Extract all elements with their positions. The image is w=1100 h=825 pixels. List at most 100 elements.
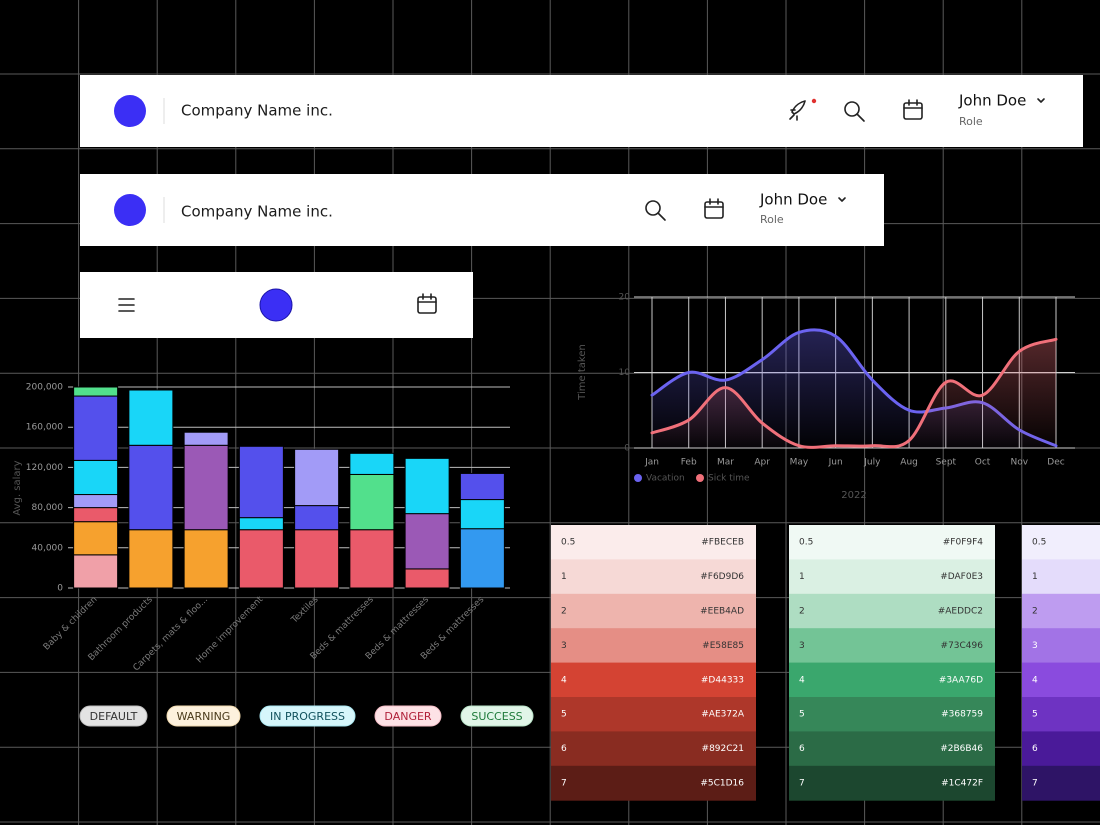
swatch-hex: #5C1D16: [700, 779, 744, 789]
y-tick-label: 40,000: [32, 543, 64, 553]
swatch-step: 7: [561, 779, 567, 789]
swatch-step: 6: [799, 744, 805, 754]
swatch: [1022, 731, 1100, 767]
user-role: Role: [959, 115, 983, 128]
x-tick-label: Jan: [644, 458, 659, 468]
swatch: [551, 559, 756, 595]
bar-segment: [238, 529, 284, 589]
chevron[interactable]: [1037, 98, 1045, 103]
badge: [259, 705, 356, 727]
swatch-step: 7: [799, 779, 805, 789]
legend-marker: [696, 474, 704, 482]
bar-segment: [459, 472, 505, 501]
logo[interactable]: [114, 194, 146, 226]
user-name[interactable]: John Doe: [958, 92, 1026, 110]
calendar-icon[interactable]: [704, 198, 724, 219]
calendar-icon[interactable]: [417, 293, 437, 314]
badge-label: SUCCESS: [471, 710, 522, 723]
bar-segment: [183, 431, 229, 446]
swatch: [551, 697, 756, 732]
x-tick-label: Dec: [1047, 458, 1064, 468]
legend-label: Sick time: [708, 474, 750, 484]
x-tick-label: Aug: [900, 458, 918, 468]
swatch: [789, 593, 995, 629]
bar-segment: [404, 457, 450, 515]
swatch: [1022, 525, 1100, 560]
badge-label: DANGER: [384, 710, 432, 723]
swatch: [789, 628, 995, 664]
bar-segment: [404, 513, 450, 570]
x-tick-label: Feb: [681, 458, 697, 468]
bar-segment: [349, 529, 395, 589]
bar-segment: [349, 452, 395, 475]
swatch-hex: #F6D9D6: [700, 572, 744, 582]
swatch: [789, 765, 995, 801]
swatch-hex: #73C496: [941, 641, 984, 651]
y-tick-label: 160,000: [26, 423, 63, 433]
swatch-step: 3: [561, 641, 567, 651]
bar-segment: [294, 505, 340, 531]
header-tablet: Company Name inc. John Doe Role: [80, 174, 884, 246]
swatch: [551, 525, 756, 560]
logo[interactable]: [114, 95, 146, 127]
swatch: [789, 559, 995, 595]
bar-segment: [459, 528, 505, 589]
swatch: [1022, 559, 1100, 595]
swatch: [551, 765, 756, 801]
badge-label: IN PROGRESS: [270, 710, 345, 723]
badge: [460, 705, 534, 727]
search-icon[interactable]: [844, 101, 865, 122]
swatch-step: 3: [799, 641, 805, 651]
bar-segment: [73, 395, 119, 461]
swatch-step: 4: [799, 675, 805, 685]
swatch-hex: #892C21: [702, 744, 744, 754]
swatch-hex: #1C472F: [941, 779, 983, 789]
x-tick-label: Nov: [1010, 458, 1028, 468]
bar-segment: [73, 459, 119, 496]
swatch: [1022, 765, 1100, 801]
swatch: [1022, 593, 1100, 629]
swatch-hex: #2B6B46: [940, 744, 983, 754]
swatch-hex: #EEB4AD: [700, 607, 744, 617]
bar-segment: [73, 554, 119, 589]
search-icon[interactable]: [645, 200, 666, 221]
y-axis-title: Avg. salary: [12, 460, 23, 515]
chevron[interactable]: [838, 197, 846, 202]
swatch: [1022, 628, 1100, 664]
swatch: [789, 697, 995, 732]
rocket-icon[interactable]: [789, 98, 817, 121]
user-name[interactable]: John Doe: [759, 191, 827, 209]
swatch-hex: #3AA76D: [939, 675, 983, 685]
x-tick-label: July: [863, 458, 881, 468]
calendar-icon[interactable]: [903, 99, 923, 120]
bar-segment: [73, 386, 119, 397]
swatch: [551, 628, 756, 664]
y-tick-label: 80,000: [32, 503, 64, 513]
bar-segment: [73, 521, 119, 556]
bar-segment: [459, 499, 505, 530]
header-desktop: Company Name inc. John Doe Role: [80, 75, 1083, 147]
logo[interactable]: [259, 288, 293, 322]
x-tick-label: Sept: [936, 458, 957, 468]
swatch-step: 1: [1032, 572, 1038, 582]
bar-segment: [294, 448, 340, 507]
x-axis-title: 2022: [841, 490, 866, 501]
bar-segment: [349, 473, 395, 531]
header-bar: [80, 174, 884, 246]
badge: [166, 705, 241, 727]
menu-icon[interactable]: [118, 298, 135, 312]
swatch: [789, 731, 995, 767]
bar-segment: [73, 494, 119, 509]
bar-segment: [294, 529, 340, 589]
bar-segment: [183, 444, 229, 531]
swatch-step: 6: [561, 744, 567, 754]
swatch: [551, 731, 756, 767]
y-tick-label: 120,000: [26, 463, 63, 473]
bar-segment: [128, 529, 174, 589]
bar-segment: [404, 568, 450, 589]
badge: [79, 705, 148, 727]
badge-label: DEFAULT: [90, 710, 138, 723]
swatch-step: 2: [799, 607, 805, 617]
x-tick-label: Jun: [828, 458, 843, 468]
